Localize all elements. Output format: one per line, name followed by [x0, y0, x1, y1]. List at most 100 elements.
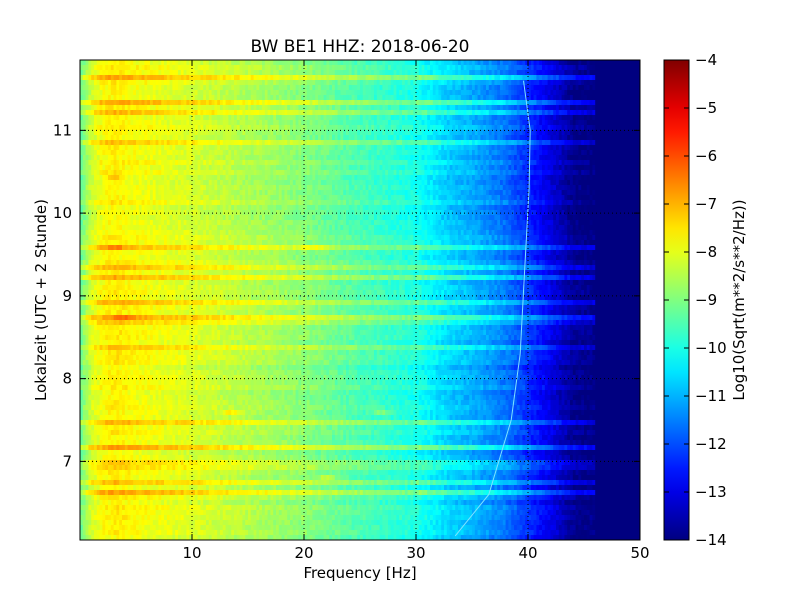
heatmap-cell [208, 110, 213, 116]
heatmap-cell [488, 85, 493, 91]
heatmap-cell [402, 80, 406, 86]
heatmap-cell [413, 140, 417, 146]
heatmap-cell [259, 140, 263, 146]
heatmap-cell [567, 70, 571, 76]
heatmap-cell [256, 180, 260, 186]
heatmap-cell [332, 70, 336, 76]
heatmap-cell [211, 150, 215, 156]
heatmap-cell [550, 65, 554, 71]
heatmap-cell [418, 90, 423, 96]
heatmap-cell [413, 90, 417, 96]
heatmap-cell [416, 80, 420, 86]
heatmap-cell [348, 100, 353, 106]
heatmap-cell [368, 70, 372, 76]
heatmap-cell [360, 85, 364, 91]
heatmap-cell [396, 95, 400, 101]
heatmap-cell [264, 175, 269, 181]
heatmap-cell [292, 85, 297, 91]
heatmap-cell [245, 105, 249, 111]
heatmap-cell [138, 70, 143, 76]
heatmap-cell [511, 150, 515, 156]
heatmap-cell [113, 125, 117, 131]
heatmap-cell [480, 170, 484, 176]
heatmap-cell [161, 80, 165, 86]
heatmap-cell [85, 120, 89, 126]
heatmap-cell [600, 90, 605, 96]
heatmap-cell [141, 110, 145, 116]
heatmap-cell [561, 145, 565, 151]
heatmap-cell [491, 145, 495, 151]
heatmap-cell [267, 95, 271, 101]
heatmap-cell [379, 70, 383, 76]
heatmap-cell [144, 95, 148, 101]
heatmap-cell [402, 170, 406, 176]
heatmap-cell [192, 80, 196, 86]
heatmap-cell [533, 115, 537, 121]
heatmap-cell [96, 130, 101, 136]
heatmap-cell [578, 155, 582, 161]
heatmap-cell [533, 100, 537, 106]
heatmap-cell [452, 65, 456, 71]
heatmap-cell [124, 115, 129, 121]
heatmap-cell [547, 125, 551, 131]
heatmap-cell [416, 130, 420, 136]
heatmap-cell [155, 105, 159, 111]
heatmap-cell [606, 135, 610, 141]
heatmap-cell [458, 65, 462, 71]
heatmap-cell [278, 145, 283, 151]
heatmap-cell [211, 65, 215, 71]
heatmap-cell [245, 125, 249, 131]
heatmap-cell [152, 80, 157, 86]
heatmap-cell [105, 180, 109, 186]
heatmap-cell [365, 105, 369, 111]
heatmap-cell [589, 85, 593, 91]
heatmap-cell [164, 120, 168, 126]
heatmap-cell [502, 135, 507, 141]
heatmap-cell [113, 140, 117, 146]
heatmap-cell [306, 120, 311, 126]
heatmap-cell [320, 160, 325, 166]
heatmap-cell [309, 160, 313, 166]
heatmap-cell [340, 150, 344, 156]
heatmap-cell [480, 100, 484, 106]
heatmap-cell [354, 75, 358, 81]
heatmap-cell [469, 65, 473, 71]
heatmap-cell [516, 180, 521, 186]
heatmap-cell [211, 100, 215, 106]
heatmap-cell [326, 85, 330, 91]
heatmap-cell [186, 60, 190, 66]
heatmap-cell [290, 85, 294, 91]
heatmap-cell [435, 85, 439, 91]
heatmap-cell [388, 175, 392, 181]
heatmap-cell [278, 120, 283, 126]
heatmap-cell [427, 100, 431, 106]
heatmap-cell [94, 160, 98, 166]
heatmap-cell [508, 80, 512, 86]
heatmap-cell [589, 65, 593, 71]
heatmap-cell [519, 150, 523, 156]
heatmap-cell [430, 105, 434, 111]
heatmap-cell [631, 140, 635, 146]
heatmap-cell [312, 65, 316, 71]
heatmap-cell [192, 150, 196, 156]
heatmap-cell [287, 125, 291, 131]
heatmap-cell [430, 155, 434, 161]
heatmap-cell [603, 150, 607, 156]
heatmap-cell [600, 125, 605, 131]
heatmap-cell [250, 170, 255, 176]
heatmap-cell [455, 160, 459, 166]
heatmap-cell [511, 85, 515, 91]
heatmap-cell [595, 120, 599, 126]
heatmap-cell [220, 160, 224, 166]
heatmap-cell [189, 140, 193, 146]
heatmap-cell [390, 95, 395, 101]
heatmap-cell [301, 130, 305, 136]
heatmap-cell [631, 125, 635, 131]
heatmap-cell [194, 150, 199, 156]
heatmap-cell [421, 80, 425, 86]
heatmap-cell [85, 105, 89, 111]
heatmap-cell [287, 90, 291, 96]
heatmap-cell [102, 70, 106, 76]
heatmap-cell [228, 130, 232, 136]
heatmap-cell [147, 145, 151, 151]
